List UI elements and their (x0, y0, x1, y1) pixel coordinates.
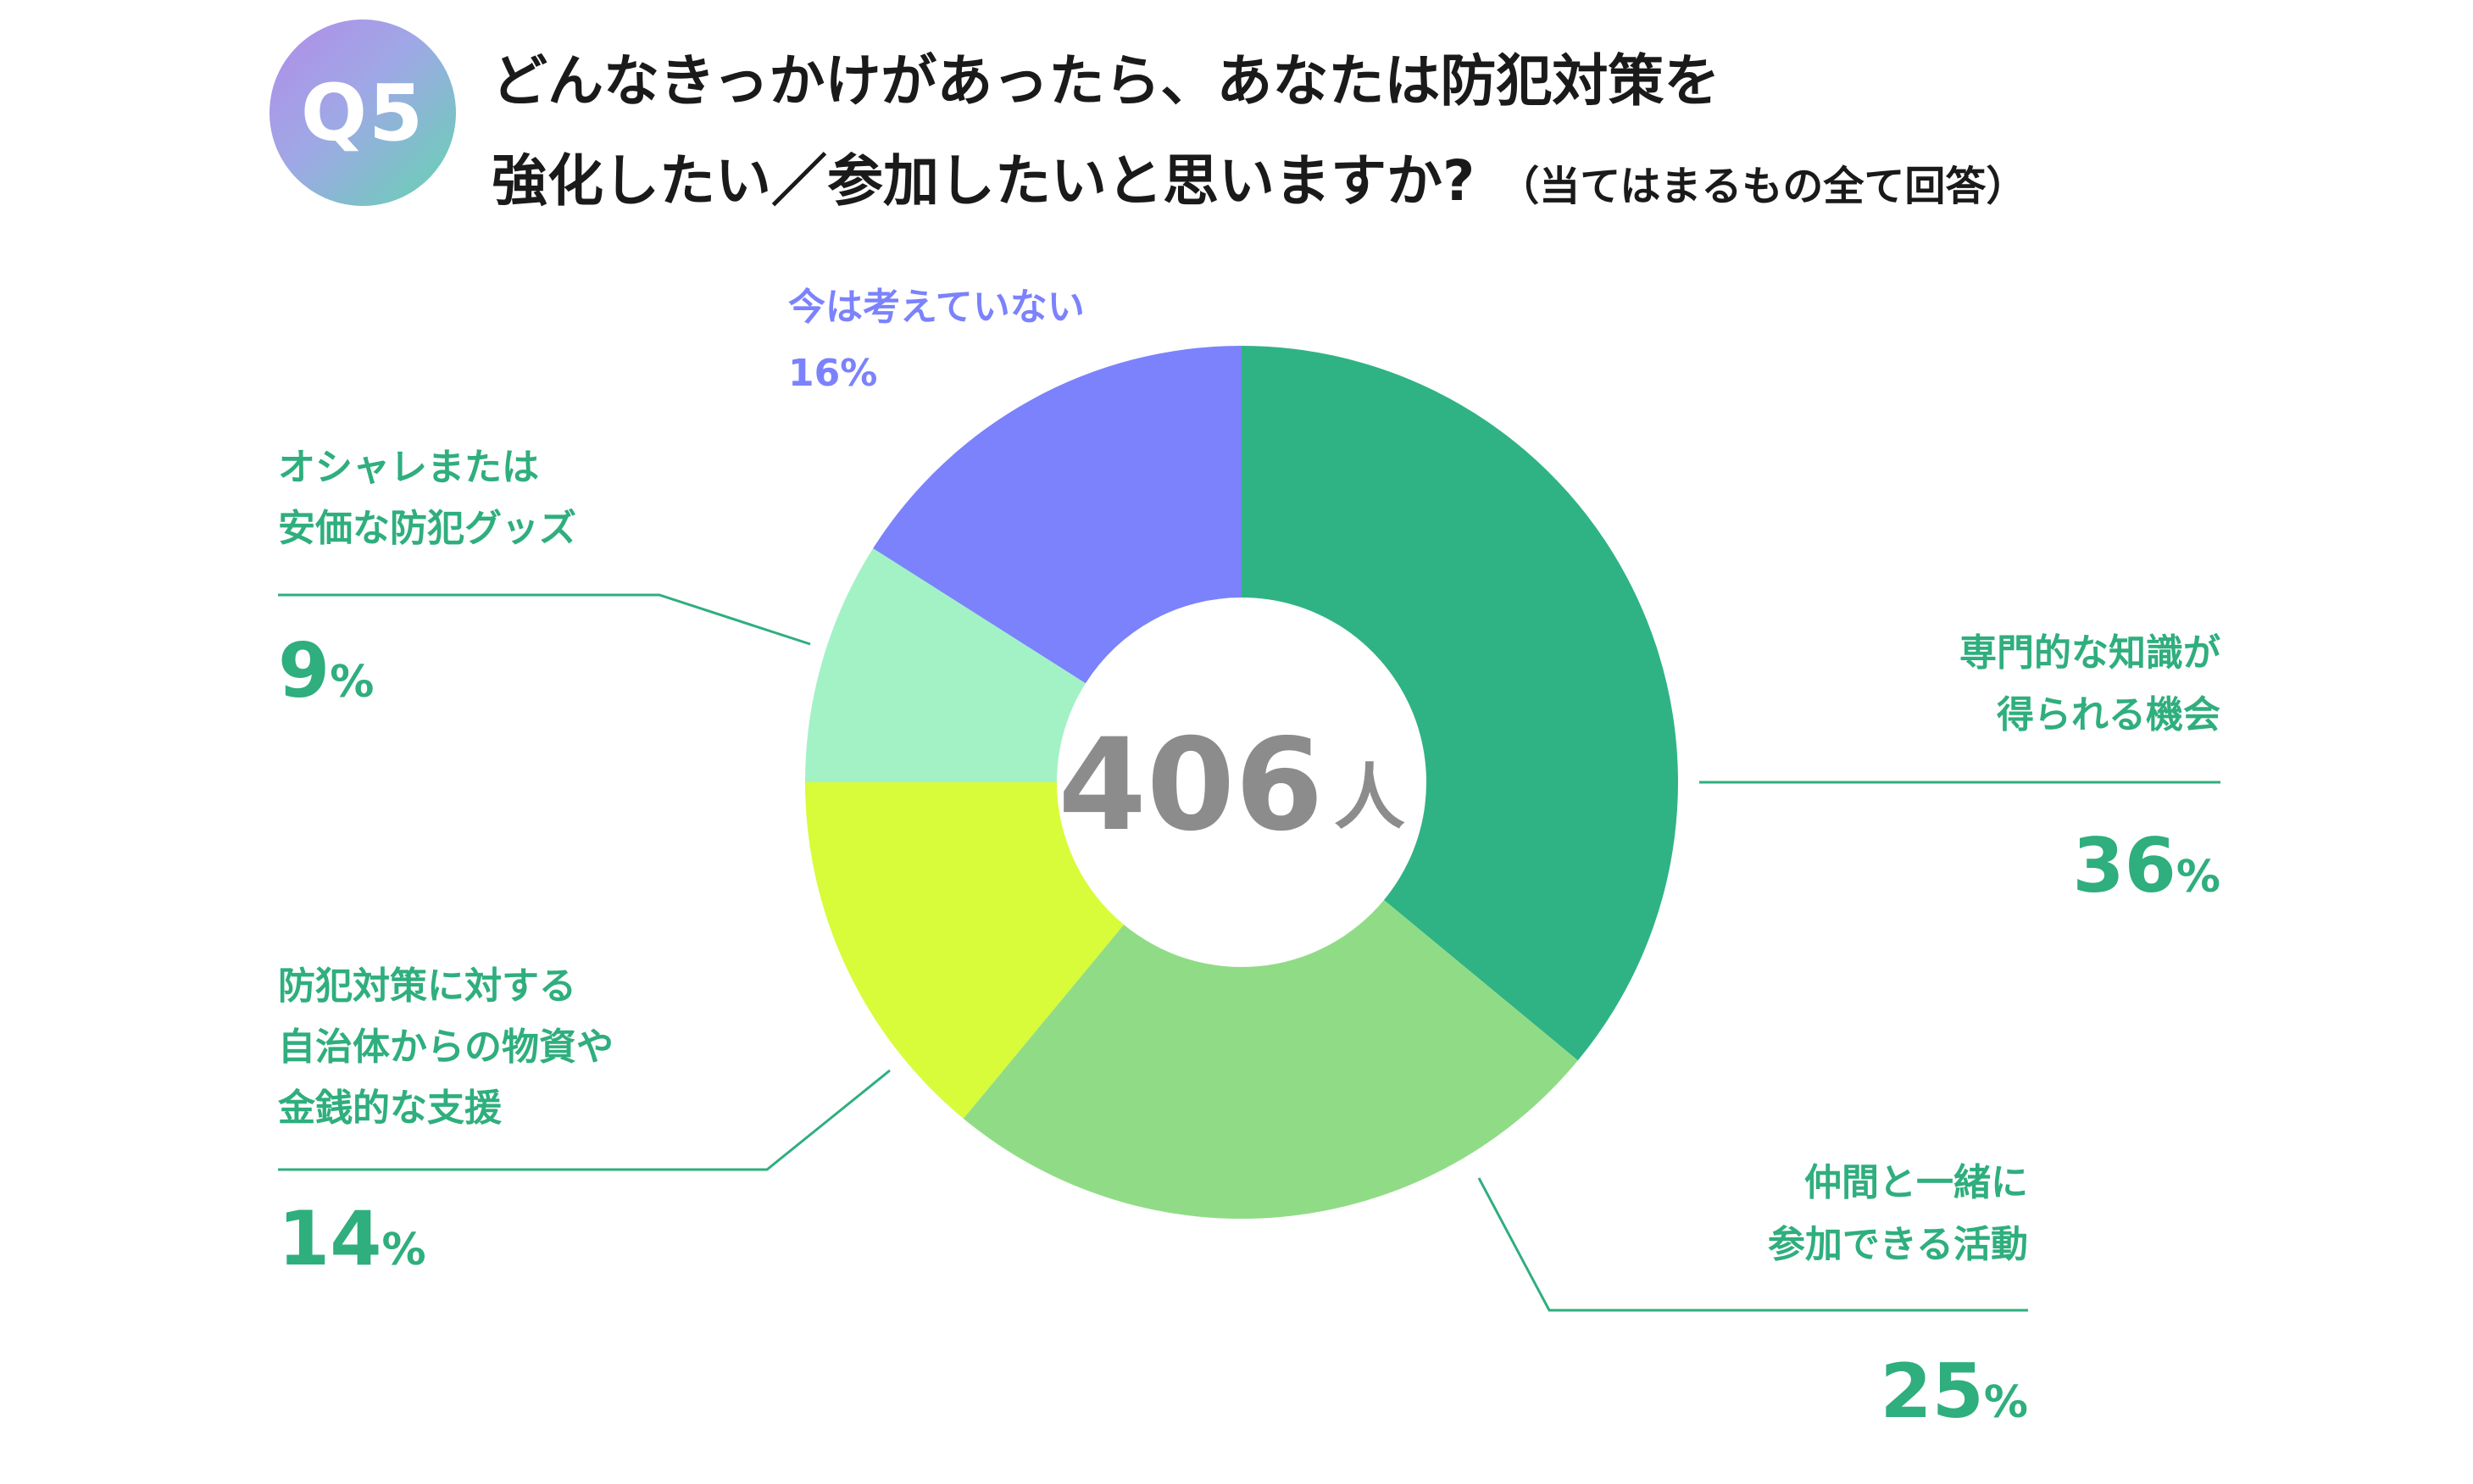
slice-4-label-line-2: 安価な防犯グッズ (278, 507, 576, 550)
slice-3-label-line-3: 金銭的な支援 (277, 1087, 503, 1130)
slice-5-percent-value: 16 (788, 352, 840, 395)
slice-3-percent-value: 14 (278, 1195, 381, 1282)
slice-3-label-line-1: 防犯対策に対する (278, 964, 576, 1008)
donut-slice-2 (963, 899, 1578, 1219)
slice-1-percent: 36% (2072, 822, 2220, 909)
slice-1-label-line-2: 得られる機会 (1996, 693, 2220, 736)
slice-4-percent: 9% (278, 627, 374, 714)
question-number: Q5 (300, 67, 425, 158)
leader-line-2 (1477, 1177, 2028, 1312)
slice-3-percent: 14% (278, 1195, 426, 1282)
center-total-number: 406 (1058, 712, 1323, 859)
donut-slice-4 (805, 548, 1086, 782)
slice-3-percent-unit: % (381, 1225, 425, 1276)
slice-2-percent: 25% (1880, 1348, 2028, 1435)
slice-2-percent-unit: % (1984, 1377, 2028, 1428)
donut-slice-1 (1242, 346, 1678, 1061)
donut-slices (805, 346, 1678, 1219)
donut-slice-5 (873, 346, 1242, 684)
leader-lines (278, 593, 2220, 1312)
leader-line-4 (278, 593, 811, 646)
center-total-unit: 人 (1334, 756, 1405, 839)
question-number-badge: Q5 (270, 19, 456, 206)
slice-5-percent: 16% (788, 352, 877, 395)
slice-2-percent-value: 25 (1880, 1348, 1983, 1435)
slice-5-label-line-1: 今は考えていない (788, 286, 1085, 329)
slice-4-label-line-1: オシャレまたは (278, 446, 539, 489)
question-title-main: 強化したい／参加したいと思いますか? (492, 148, 1475, 214)
donut-slice-3 (805, 782, 1125, 1119)
slice-2-label-line-1: 仲間と一緒に (1804, 1161, 2028, 1204)
question-title-line-2: 強化したい／参加したいと思いますか? （当てはまるもの全て回答） (492, 136, 2026, 217)
slice-4-percent-unit: % (330, 657, 374, 708)
leader-line-3 (278, 1069, 891, 1171)
slice-4-percent-value: 9 (278, 627, 330, 714)
question-title-line-1: どんなきっかけがあったら、あなたは防犯対策を (492, 48, 1720, 114)
slice-2-label-line-2: 参加できる活動 (1768, 1223, 2028, 1266)
question-title-note: （当てはまるもの全て回答） (1498, 163, 2027, 210)
slice-1-percent-unit: % (2176, 852, 2220, 903)
slice-5-percent-unit: % (840, 352, 877, 395)
slice-1-label-line-1: 専門的な知識が (1959, 631, 2220, 675)
slice-1-percent-value: 36 (2072, 822, 2176, 909)
slice-3-label-line-2: 自治体からの物資や (278, 1025, 614, 1069)
center-total: 406 人 (1058, 712, 1405, 859)
